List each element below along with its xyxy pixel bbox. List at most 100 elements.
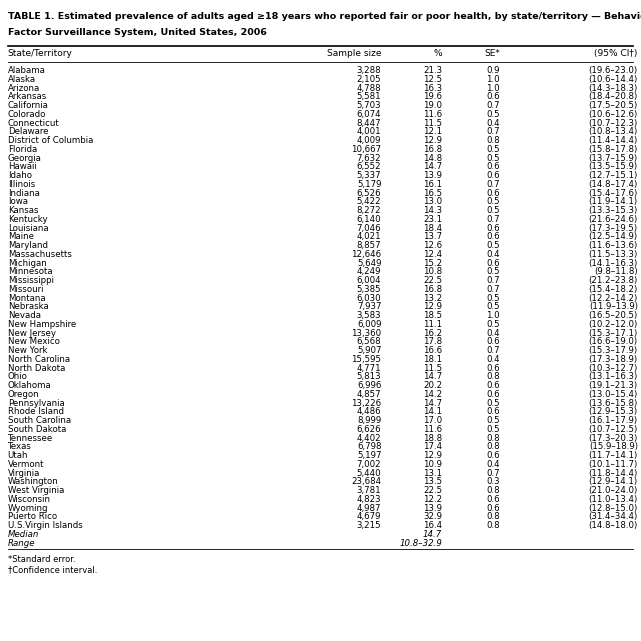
Text: 6,996: 6,996: [357, 381, 381, 390]
Text: 14.3: 14.3: [423, 206, 442, 215]
Text: 5,337: 5,337: [357, 171, 381, 180]
Text: 0.6: 0.6: [487, 162, 500, 171]
Text: Nebraska: Nebraska: [8, 303, 49, 312]
Text: 10.9: 10.9: [423, 460, 442, 469]
Text: 0.6: 0.6: [487, 381, 500, 390]
Text: 11.5: 11.5: [423, 363, 442, 372]
Text: 16.6: 16.6: [423, 346, 442, 355]
Text: Montana: Montana: [8, 294, 46, 303]
Text: 13.0: 13.0: [423, 197, 442, 206]
Text: 4,402: 4,402: [357, 433, 381, 442]
Text: (10.6–14.4): (10.6–14.4): [588, 75, 638, 84]
Text: 0.5: 0.5: [487, 110, 500, 119]
Text: New Hampshire: New Hampshire: [8, 320, 76, 329]
Text: (9.8–11.8): (9.8–11.8): [594, 267, 638, 276]
Text: State/Territory: State/Territory: [8, 49, 72, 58]
Text: 7,002: 7,002: [357, 460, 381, 469]
Text: (17.3–18.9): (17.3–18.9): [588, 354, 638, 363]
Text: SE*: SE*: [484, 49, 500, 58]
Text: 7,046: 7,046: [357, 224, 381, 233]
Text: Georgia: Georgia: [8, 154, 42, 163]
Text: 18.4: 18.4: [423, 224, 442, 233]
Text: 0.8: 0.8: [487, 486, 500, 495]
Text: 13.2: 13.2: [423, 294, 442, 303]
Text: (11.4–14.4): (11.4–14.4): [588, 136, 638, 145]
Text: Michigan: Michigan: [8, 258, 46, 267]
Text: U.S.Virgin Islands: U.S.Virgin Islands: [8, 521, 83, 530]
Text: Sample size: Sample size: [327, 49, 381, 58]
Text: 0.6: 0.6: [487, 407, 500, 416]
Text: 12.4: 12.4: [423, 250, 442, 259]
Text: (13.6–15.8): (13.6–15.8): [588, 399, 638, 408]
Text: 0.8: 0.8: [487, 433, 500, 442]
Text: Virginia: Virginia: [8, 469, 40, 478]
Text: District of Columbia: District of Columbia: [8, 136, 93, 145]
Text: 12.6: 12.6: [423, 241, 442, 250]
Text: Arizona: Arizona: [8, 83, 40, 92]
Text: Wyoming: Wyoming: [8, 504, 48, 513]
Text: 10,667: 10,667: [351, 145, 381, 154]
Text: 20.2: 20.2: [423, 381, 442, 390]
Text: 13.9: 13.9: [423, 171, 442, 180]
Text: 13,360: 13,360: [351, 329, 381, 338]
Text: Connecticut: Connecticut: [8, 119, 60, 128]
Text: 4,679: 4,679: [357, 512, 381, 521]
Text: 4,823: 4,823: [357, 495, 381, 504]
Text: 3,288: 3,288: [357, 66, 381, 75]
Text: 0.5: 0.5: [487, 425, 500, 434]
Text: 6,004: 6,004: [357, 276, 381, 285]
Text: Range: Range: [8, 538, 35, 547]
Text: 16.8: 16.8: [423, 285, 442, 294]
Text: 14.1: 14.1: [423, 407, 442, 416]
Text: 0.5: 0.5: [487, 303, 500, 312]
Text: 10.8: 10.8: [423, 267, 442, 276]
Text: (21.6–24.6): (21.6–24.6): [588, 215, 638, 224]
Text: 6,030: 6,030: [357, 294, 381, 303]
Text: (13.7–15.9): (13.7–15.9): [588, 154, 638, 163]
Text: (17.3–19.5): (17.3–19.5): [588, 224, 638, 233]
Text: 0.5: 0.5: [487, 294, 500, 303]
Text: (15.4–18.2): (15.4–18.2): [588, 285, 638, 294]
Text: 1.0: 1.0: [487, 75, 500, 84]
Text: Kentucky: Kentucky: [8, 215, 47, 224]
Text: Washington: Washington: [8, 478, 58, 487]
Text: Rhode Island: Rhode Island: [8, 407, 63, 416]
Text: 4,001: 4,001: [357, 128, 381, 137]
Text: New York: New York: [8, 346, 47, 355]
Text: (15.3–17.1): (15.3–17.1): [588, 329, 638, 338]
Text: 14.7: 14.7: [423, 399, 442, 408]
Text: Missouri: Missouri: [8, 285, 43, 294]
Text: 2,105: 2,105: [357, 75, 381, 84]
Text: (17.3–20.3): (17.3–20.3): [588, 433, 638, 442]
Text: Vermont: Vermont: [8, 460, 44, 469]
Text: Puerto Rico: Puerto Rico: [8, 512, 57, 521]
Text: (14.8–17.4): (14.8–17.4): [588, 179, 638, 188]
Text: 12.5: 12.5: [423, 75, 442, 84]
Text: (13.0–15.4): (13.0–15.4): [588, 390, 638, 399]
Text: 0.6: 0.6: [487, 504, 500, 513]
Text: (95% CI†): (95% CI†): [594, 49, 638, 58]
Text: 12.9: 12.9: [423, 303, 442, 312]
Text: Wisconsin: Wisconsin: [8, 495, 51, 504]
Text: 18.1: 18.1: [423, 354, 442, 363]
Text: 14.7: 14.7: [423, 529, 442, 538]
Text: 11.6: 11.6: [423, 110, 442, 119]
Text: 11.6: 11.6: [423, 425, 442, 434]
Text: California: California: [8, 101, 49, 110]
Text: 4,857: 4,857: [357, 390, 381, 399]
Text: 0.5: 0.5: [487, 241, 500, 250]
Text: (15.9–18.9): (15.9–18.9): [589, 442, 638, 451]
Text: (10.7–12.5): (10.7–12.5): [588, 425, 638, 434]
Text: 12.2: 12.2: [423, 495, 442, 504]
Text: Utah: Utah: [8, 451, 28, 460]
Text: 15,595: 15,595: [351, 354, 381, 363]
Text: (12.9–14.1): (12.9–14.1): [588, 478, 638, 487]
Text: (19.1–21.3): (19.1–21.3): [588, 381, 638, 390]
Text: (16.5–20.5): (16.5–20.5): [588, 311, 638, 320]
Text: (12.5–14.9): (12.5–14.9): [588, 232, 638, 241]
Text: Delaware: Delaware: [8, 128, 48, 137]
Text: 0.6: 0.6: [487, 337, 500, 346]
Text: Median: Median: [8, 529, 39, 538]
Text: 11.1: 11.1: [423, 320, 442, 329]
Text: (10.2–12.0): (10.2–12.0): [588, 320, 638, 329]
